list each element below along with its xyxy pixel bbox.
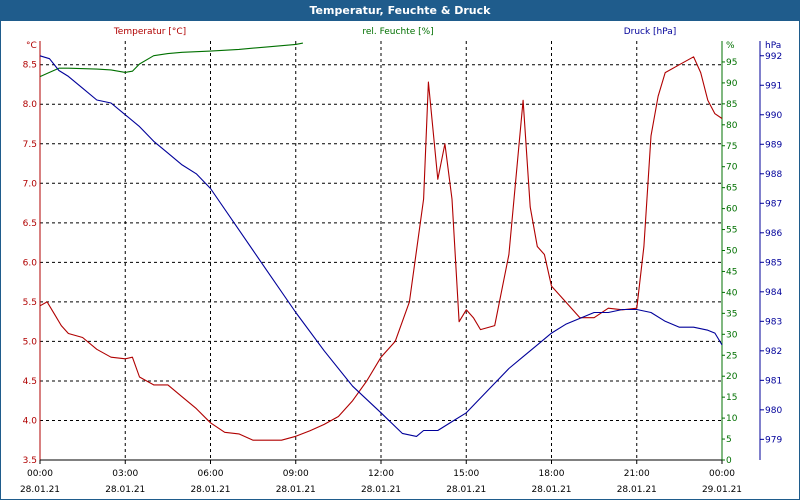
humidity-tick-label: 60	[726, 205, 738, 215]
pressure-tick-label: 983	[765, 317, 782, 327]
temperature-tick-label: 4.0	[23, 416, 38, 426]
pressure-tick-label: 987	[765, 199, 782, 209]
humidity-tick-label: 75	[726, 142, 737, 152]
x-tick-time-label: 03:00	[112, 469, 138, 479]
temperature-tick-label: 5.0	[23, 337, 38, 347]
temperature-tick-label: 7.5	[23, 140, 37, 150]
humidity-tick-label: 80	[726, 121, 738, 131]
humidity-tick-label: 10	[726, 414, 738, 424]
humidity-tick-label: 20	[726, 372, 738, 382]
x-tick-date-label: 28.01.21	[361, 485, 401, 495]
humidity-tick-label: 50	[726, 247, 738, 257]
x-tick-date-label: 28.01.21	[617, 485, 657, 495]
humidity-series-line	[39, 42, 303, 78]
temperature-tick-label: 6.5	[23, 219, 37, 229]
pressure-tick-label: 984	[765, 288, 782, 298]
x-tick-date-label: 28.01.21	[20, 485, 60, 495]
x-tick-date-label: 28.01.21	[446, 485, 486, 495]
temperature-tick-label: 5.5	[23, 298, 37, 308]
x-tick-time-label: 18:00	[539, 469, 565, 479]
x-tick-date-label: 28.01.21	[531, 485, 571, 495]
x-tick-date-label: 28.01.21	[105, 485, 145, 495]
x-tick-date-label: 28.01.21	[276, 485, 316, 495]
pressure-tick-label: 980	[765, 406, 782, 416]
temperature-tick-label: 3.5	[23, 456, 37, 466]
chart-title: Temperatur, Feuchte & Druck	[1, 1, 799, 21]
humidity-tick-label: 25	[726, 351, 737, 361]
humidity-tick-label: 15	[726, 393, 737, 403]
humidity-unit-label: %	[726, 41, 735, 51]
x-tick-date-label: 29.01.21	[702, 485, 742, 495]
axis-labels: 3.5 4.0 4.5 5.0 5.5 6.0 6.5 7.0 7.5 8.0 8.5 00:00 28…	[20, 27, 782, 495]
humidity-tick-label: 40	[726, 288, 738, 298]
pressure-tick-label: 979	[765, 435, 782, 445]
humidity-tick-label: 5	[726, 435, 732, 445]
pressure-tick-label: 982	[765, 347, 782, 357]
x-tick-time-label: 00:00	[709, 469, 735, 479]
x-tick-time-label: 09:00	[283, 469, 309, 479]
temperature-tick-label: 7.0	[23, 179, 38, 189]
temperature-series-line	[39, 56, 723, 441]
pressure-tick-label: 986	[765, 229, 782, 239]
pressure-tick-label: 991	[765, 81, 782, 91]
humidity-tick-label: 65	[726, 184, 737, 194]
x-tick-date-label: 28.01.21	[190, 485, 230, 495]
pressure-tick-label: 988	[765, 170, 782, 180]
pressure-tick-label: 981	[765, 376, 782, 386]
humidity-tick-label: 35	[726, 309, 737, 319]
temperature-tick-label: 4.5	[23, 377, 37, 387]
pressure-tick-label: 990	[765, 111, 782, 121]
x-tick-time-label: 15:00	[453, 469, 479, 479]
x-tick-time-label: 00:00	[27, 469, 53, 479]
humidity-tick-label: 55	[726, 226, 737, 236]
humidity-tick-label: 95	[726, 58, 737, 68]
humidity-tick-label: 85	[726, 100, 737, 110]
pressure-series-line	[39, 55, 723, 437]
pressure-tick-label: 985	[765, 258, 782, 268]
pressure-tick-label: 989	[765, 140, 782, 150]
humidity-tick-label: 0	[726, 456, 732, 466]
pressure-axis-label: Druck [hPa]	[624, 27, 677, 37]
pressure-tick-label: 992	[765, 52, 782, 62]
pressure-unit-label: hPa	[765, 41, 781, 51]
temperature-tick-label: 8.0	[23, 100, 38, 110]
temperature-unit-label: °C	[26, 41, 37, 51]
humidity-axis-label: rel. Feuchte [%]	[362, 27, 433, 37]
x-tick-time-label: 21:00	[624, 469, 650, 479]
temperature-tick-label: 6.0	[23, 258, 38, 268]
humidity-tick-label: 70	[726, 163, 738, 173]
grid-lines	[40, 41, 722, 461]
x-tick-time-label: 06:00	[198, 469, 224, 479]
x-tick-time-label: 12:00	[368, 469, 394, 479]
humidity-tick-label: 90	[726, 79, 738, 89]
axes	[39, 41, 764, 464]
series-lines	[39, 42, 723, 441]
temperature-tick-label: 8.5	[23, 61, 37, 71]
humidity-tick-label: 45	[726, 267, 737, 277]
humidity-tick-label: 30	[726, 330, 738, 340]
temperature-axis-label: Temperatur [°C]	[113, 27, 186, 37]
